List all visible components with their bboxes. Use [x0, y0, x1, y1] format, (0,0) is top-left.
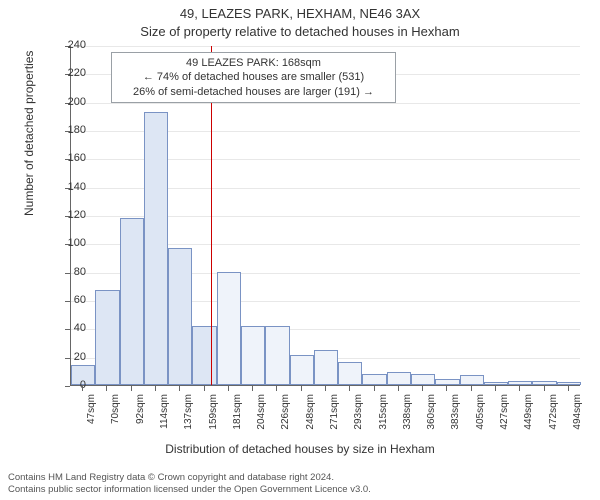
- x-tick-label: 181sqm: [232, 394, 243, 438]
- annotation-line-3: 26% of semi-detached houses are larger (…: [118, 85, 389, 99]
- x-tick-label: 204sqm: [256, 394, 267, 438]
- x-tick-mark: [471, 386, 472, 391]
- x-tick-label: 248sqm: [305, 394, 316, 438]
- y-tick-label: 240: [56, 39, 86, 51]
- footer-attribution: Contains HM Land Registry data © Crown c…: [8, 472, 371, 496]
- x-tick-label: 47sqm: [86, 394, 97, 438]
- x-tick-mark: [106, 386, 107, 391]
- histogram-bar: [265, 326, 289, 386]
- x-tick-mark: [495, 386, 496, 391]
- footer-line-2: Contains public sector information licen…: [8, 484, 371, 496]
- annotation-line-1: 49 LEAZES PARK: 168sqm: [118, 56, 389, 70]
- histogram-bar: [362, 374, 386, 385]
- histogram-bar: [411, 374, 435, 385]
- title-subtitle: Size of property relative to detached ho…: [0, 24, 600, 39]
- y-tick-label: 140: [56, 181, 86, 193]
- x-tick-mark: [179, 386, 180, 391]
- histogram-bar: [217, 272, 241, 385]
- x-tick-mark: [82, 386, 83, 391]
- x-axis-label: Distribution of detached houses by size …: [0, 442, 600, 456]
- y-tick-label: 180: [56, 124, 86, 136]
- y-tick-label: 20: [56, 351, 86, 363]
- x-tick-label: 383sqm: [450, 394, 461, 438]
- x-tick-label: 70sqm: [110, 394, 121, 438]
- x-tick-label: 137sqm: [183, 394, 194, 438]
- x-tick-mark: [131, 386, 132, 391]
- x-tick-mark: [155, 386, 156, 391]
- histogram-bar: [168, 248, 192, 385]
- x-tick-mark: [204, 386, 205, 391]
- x-tick-label: 293sqm: [353, 394, 364, 438]
- histogram-bar: [338, 362, 362, 385]
- x-tick-label: 338sqm: [402, 394, 413, 438]
- x-tick-label: 159sqm: [208, 394, 219, 438]
- x-tick-mark: [422, 386, 423, 391]
- x-tick-label: 114sqm: [159, 394, 170, 438]
- x-tick-mark: [446, 386, 447, 391]
- y-tick-label: 100: [56, 237, 86, 249]
- y-tick-label: 80: [56, 266, 86, 278]
- x-tick-label: 494sqm: [572, 394, 583, 438]
- histogram-bar: [192, 326, 216, 386]
- x-tick-mark: [519, 386, 520, 391]
- histogram-bar: [435, 379, 459, 385]
- histogram-bar: [460, 375, 484, 385]
- annotation-line-2: ← 74% of detached houses are smaller (53…: [118, 70, 389, 84]
- histogram-bar: [314, 350, 338, 385]
- x-tick-label: 92sqm: [135, 394, 146, 438]
- x-tick-mark: [301, 386, 302, 391]
- title-address: 49, LEAZES PARK, HEXHAM, NE46 3AX: [0, 6, 600, 21]
- x-tick-label: 226sqm: [280, 394, 291, 438]
- histogram-bar: [557, 382, 581, 385]
- histogram-bar: [95, 290, 119, 385]
- y-axis-label: Number of detached properties: [22, 51, 36, 216]
- x-tick-mark: [374, 386, 375, 391]
- x-tick-label: 405sqm: [475, 394, 486, 438]
- histogram-bar: [144, 112, 168, 385]
- y-tick-label: 40: [56, 322, 86, 334]
- histogram-bar: [532, 381, 556, 385]
- x-tick-mark: [228, 386, 229, 391]
- histogram-bar: [484, 382, 508, 385]
- chart-container: 49, LEAZES PARK, HEXHAM, NE46 3AX Size o…: [0, 0, 600, 500]
- histogram-bar: [120, 218, 144, 385]
- x-tick-mark: [276, 386, 277, 391]
- x-tick-mark: [398, 386, 399, 391]
- annotation-box: 49 LEAZES PARK: 168sqm ← 74% of detached…: [111, 52, 396, 103]
- grid-line: [71, 46, 580, 47]
- y-tick-label: 160: [56, 152, 86, 164]
- x-tick-label: 360sqm: [426, 394, 437, 438]
- x-tick-mark: [568, 386, 569, 391]
- x-tick-label: 449sqm: [523, 394, 534, 438]
- x-tick-label: 271sqm: [329, 394, 340, 438]
- x-tick-mark: [544, 386, 545, 391]
- x-tick-mark: [349, 386, 350, 391]
- y-tick-label: 200: [56, 96, 86, 108]
- footer-line-1: Contains HM Land Registry data © Crown c…: [8, 472, 371, 484]
- x-tick-mark: [252, 386, 253, 391]
- x-tick-label: 427sqm: [499, 394, 510, 438]
- y-tick-label: 220: [56, 67, 86, 79]
- histogram-bar: [508, 381, 532, 385]
- histogram-bar: [241, 326, 265, 386]
- histogram-bar: [387, 372, 411, 385]
- x-tick-label: 472sqm: [548, 394, 559, 438]
- plot-area: 49 LEAZES PARK: 168sqm ← 74% of detached…: [70, 46, 580, 386]
- x-tick-mark: [325, 386, 326, 391]
- y-tick-label: 120: [56, 209, 86, 221]
- x-tick-label: 315sqm: [378, 394, 389, 438]
- y-tick-label: 60: [56, 294, 86, 306]
- histogram-bar: [290, 355, 314, 385]
